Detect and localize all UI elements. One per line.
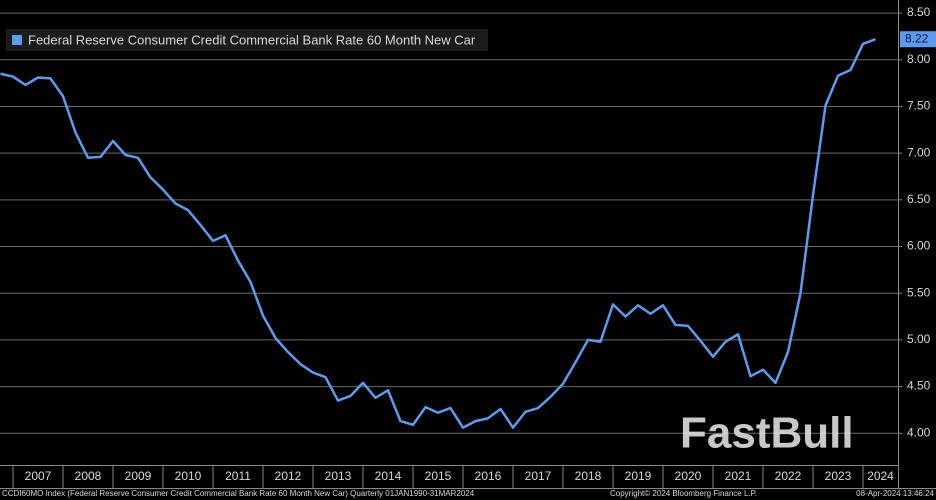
x-tick-label: 2019 xyxy=(625,469,652,483)
x-tick-label: 2017 xyxy=(525,469,552,483)
data-line xyxy=(0,38,876,429)
y-tick-label: 6.50 xyxy=(907,192,931,206)
y-tick-label: 6.00 xyxy=(907,239,931,253)
x-tick-label: 2013 xyxy=(325,469,352,483)
watermark: FastBull xyxy=(680,409,854,458)
x-tick-label: 2016 xyxy=(475,469,502,483)
x-tick-label: 2015 xyxy=(425,469,452,483)
y-tick-label: 8.50 xyxy=(907,5,931,19)
x-tick-label: 2011 xyxy=(225,469,251,483)
y-tick-label: 7.50 xyxy=(907,99,931,113)
y-tick-label: 4.00 xyxy=(907,425,931,439)
x-tick-label: 2022 xyxy=(775,469,802,483)
footer-center: Copyright© 2024 Bloomberg Finance L.P. xyxy=(610,489,757,498)
legend-swatch xyxy=(12,35,22,45)
x-tick-label: 2012 xyxy=(275,469,302,483)
last-value-label: 8.22 xyxy=(905,31,929,45)
last-value-box xyxy=(900,31,936,48)
legend-label: Federal Reserve Consumer Credit Commerci… xyxy=(28,32,476,47)
x-tick-label: 2014 xyxy=(375,469,402,483)
y-tick-label: 7.00 xyxy=(907,145,931,159)
footer-left: CCDI60MO Index (Federal Reserve Consumer… xyxy=(2,489,475,498)
x-tick-label: 2020 xyxy=(675,469,702,483)
legend-box xyxy=(6,29,488,51)
x-tick-label: 2023 xyxy=(825,469,852,483)
x-tick-label: 2008 xyxy=(75,469,102,483)
x-tick-label: 2021 xyxy=(725,469,752,483)
x-tick-label: 2024 xyxy=(867,469,894,483)
y-tick-label: 8.00 xyxy=(907,52,931,66)
x-tick-label: 2009 xyxy=(125,469,152,483)
x-tick-label: 2007 xyxy=(25,469,52,483)
x-tick-label: 2018 xyxy=(575,469,602,483)
footer-right: 08-Apr-2024 13:46:24 xyxy=(856,489,934,498)
y-tick-label: 4.50 xyxy=(907,379,931,393)
x-tick-label: 2010 xyxy=(175,469,202,483)
y-tick-label: 5.50 xyxy=(907,285,931,299)
y-tick-label: 5.00 xyxy=(907,332,931,346)
